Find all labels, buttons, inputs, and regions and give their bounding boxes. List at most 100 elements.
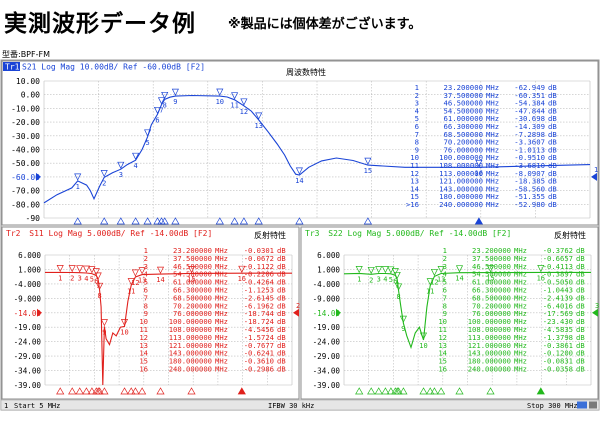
s11-bottom-triangle[interactable] <box>87 387 97 395</box>
s22-panel[interactable]: Tr3 S22 Log Mag 5.000dB/ Ref -14.00dB [F… <box>300 226 599 400</box>
s11-bottom-triangle[interactable] <box>95 387 104 395</box>
s22-bottom-triangle[interactable] <box>419 387 428 395</box>
s22-marker-triangle[interactable] <box>395 283 403 291</box>
s21-bottom-triangle[interactable] <box>295 217 304 225</box>
ifbw-setting[interactable]: IFBW 30 kHz <box>268 402 314 410</box>
s21-marker-triangle[interactable] <box>475 159 483 168</box>
s21-marker-triangle[interactable] <box>144 129 152 137</box>
s22-marker-triangle[interactable] <box>387 266 395 274</box>
s22-bottom-triangle[interactable] <box>536 387 545 395</box>
s11-marker-triangle[interactable] <box>131 269 139 277</box>
s21-marker-triangle[interactable] <box>132 152 140 160</box>
s11-panel[interactable]: Tr2 S11 Log Mag 5.000dB/ Ref -14.00dB [F… <box>1 226 300 400</box>
s21-marker-triangle[interactable] <box>157 97 166 105</box>
s22-marker-triangle[interactable] <box>367 266 375 275</box>
s22-marker-triangle[interactable] <box>455 265 464 273</box>
s21-marker-triangle[interactable] <box>231 92 239 100</box>
s21-bottom-triangle[interactable] <box>215 217 224 225</box>
s11-bottom-triangle[interactable] <box>137 387 147 395</box>
s22-ref-arrow-right[interactable] <box>592 308 598 317</box>
s22-marker-triangle[interactable] <box>426 278 434 286</box>
s22-marker-triangle[interactable] <box>437 266 445 274</box>
s22-bottom-triangle[interactable] <box>426 387 435 395</box>
start-frequency[interactable]: Start 5 MHz <box>14 402 60 410</box>
s11-marker-triangle[interactable] <box>76 265 84 273</box>
s11-marker-triangle[interactable] <box>156 266 165 274</box>
s21-marker-triangle[interactable] <box>74 173 82 181</box>
s21-marker-triangle[interactable] <box>100 170 108 178</box>
s22-marker-triangle[interactable] <box>391 268 399 276</box>
s11-bottom-triangle[interactable] <box>237 387 246 395</box>
s21-marker-triangle[interactable] <box>216 88 224 96</box>
s22-bottom-triangle[interactable] <box>436 387 446 395</box>
s11-bottom-triangle[interactable] <box>156 387 165 395</box>
s22-bottom-triangle[interactable] <box>394 387 403 395</box>
s22-marker-triangle[interactable] <box>393 271 401 280</box>
s22-marker-triangle[interactable] <box>486 265 495 273</box>
s21-marker-triangle[interactable] <box>255 112 263 120</box>
s22-bottom-triangle[interactable] <box>399 387 408 395</box>
s21-marker-triangle[interactable] <box>171 88 179 96</box>
s21-ref-arrow-right[interactable] <box>591 172 597 181</box>
s11-ref-arrow-left[interactable] <box>37 308 42 317</box>
s11-marker-triangle[interactable] <box>94 272 102 280</box>
s21-bottom-triangle[interactable] <box>171 217 180 225</box>
s22-bottom-triangle[interactable] <box>355 387 364 395</box>
s22-marker-triangle[interactable] <box>537 265 545 273</box>
s11-bottom-triangle[interactable] <box>75 387 84 395</box>
s21-bottom-triangle[interactable] <box>143 217 152 225</box>
s11-bottom-triangle[interactable] <box>187 387 196 395</box>
s11-bottom-triangle[interactable] <box>131 387 140 395</box>
s21-bottom-triangle[interactable] <box>160 217 169 225</box>
s21-bottom-triangle[interactable] <box>239 217 249 225</box>
s21-bottom-triangle[interactable] <box>131 217 140 225</box>
stop-frequency[interactable]: Stop 300 MHz <box>527 402 578 410</box>
s11-marker-triangle[interactable] <box>88 266 96 274</box>
s11-bottom-triangle[interactable] <box>120 387 129 395</box>
s11-bottom-triangle[interactable] <box>56 387 65 395</box>
s21-bottom-triangle[interactable] <box>474 217 484 225</box>
s11-marker-triangle[interactable] <box>120 319 129 327</box>
s22-marker-triangle[interactable] <box>375 266 383 274</box>
s22-marker-triangle[interactable] <box>399 315 407 323</box>
s21-panel[interactable]: Tr1 S21 Log Mag 10.00dB/ Ref -60.00dB [F… <box>1 60 599 226</box>
s21-bottom-triangle[interactable] <box>254 217 263 225</box>
s11-bottom-triangle[interactable] <box>100 387 109 395</box>
s21-bottom-triangle[interactable] <box>230 217 239 225</box>
s22-ref-arrow-left[interactable] <box>336 308 341 317</box>
s11-marker-triangle[interactable] <box>238 265 246 273</box>
s11-marker-triangle[interactable] <box>138 267 146 275</box>
s21-bottom-triangle[interactable] <box>116 217 125 225</box>
s22-marker-triangle[interactable] <box>419 332 428 340</box>
s21-marker-triangle[interactable] <box>153 106 162 115</box>
s11-marker-triangle[interactable] <box>82 265 90 273</box>
s22-marker-triangle[interactable] <box>430 268 438 277</box>
s22-marker-triangle[interactable] <box>355 266 363 274</box>
s21-bottom-triangle[interactable] <box>100 217 109 225</box>
s21-bottom-triangle[interactable] <box>363 217 373 225</box>
s21-marker-triangle[interactable] <box>161 91 169 100</box>
s22-bottom-triangle[interactable] <box>430 387 439 395</box>
s11-marker-triangle[interactable] <box>56 265 64 273</box>
s11-marker-triangle[interactable] <box>92 268 100 276</box>
s21-marker-triangle[interactable] <box>364 157 372 165</box>
s22-bottom-triangle[interactable] <box>374 387 383 395</box>
s22-bottom-triangle[interactable] <box>455 387 464 395</box>
s21-ref-arrow-left[interactable] <box>36 172 41 181</box>
s11-marker-triangle[interactable] <box>187 266 196 274</box>
s21-bottom-triangle[interactable] <box>153 217 162 225</box>
s21-bottom-triangle[interactable] <box>73 217 82 225</box>
s11-marker-triangle[interactable] <box>68 265 76 273</box>
s11-marker-triangle[interactable] <box>100 319 108 327</box>
s21-marker-triangle[interactable] <box>295 167 303 175</box>
s22-bottom-triangle[interactable] <box>386 387 396 395</box>
s11-bottom-triangle[interactable] <box>127 387 136 395</box>
s11-marker-triangle[interactable] <box>127 278 135 286</box>
s11-bottom-triangle[interactable] <box>82 387 91 395</box>
s21-marker-triangle[interactable] <box>117 161 125 169</box>
s11-ref-arrow-right[interactable] <box>293 308 299 317</box>
s22-bottom-triangle[interactable] <box>367 387 376 395</box>
s22-bottom-triangle[interactable] <box>486 387 495 395</box>
s21-marker-triangle[interactable] <box>240 98 248 106</box>
s21-trace-tag[interactable] <box>3 62 20 71</box>
